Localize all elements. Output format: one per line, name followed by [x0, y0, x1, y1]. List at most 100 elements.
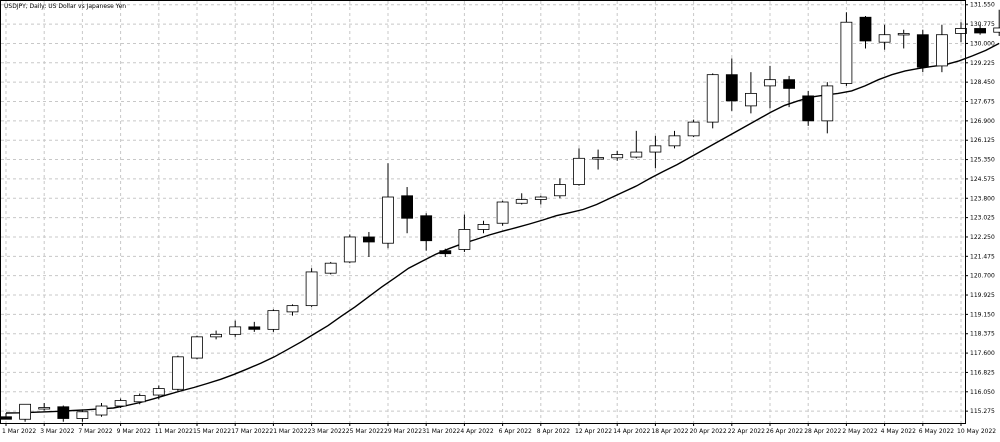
candle-body-bull [936, 35, 947, 66]
y-tick-label: 131.550 [970, 2, 995, 9]
candle-body-bull [841, 22, 852, 83]
candle-body-bull [478, 224, 489, 229]
candle-body-bull [192, 337, 203, 358]
candle-body-bull [268, 311, 279, 330]
x-tick-label: 6 Apr 2022 [499, 428, 532, 435]
candle-body-bull [574, 158, 585, 184]
y-tick-label: 115.275 [970, 408, 995, 415]
y-tick-label: 123.800 [970, 195, 995, 202]
candle-body-bear [860, 17, 871, 41]
candle-body-bull [211, 334, 222, 336]
candle-body-bull [535, 197, 546, 199]
candle-body-bear [1, 417, 12, 419]
y-tick-label: 126.125 [970, 137, 995, 144]
y-tick-label: 116.050 [970, 389, 995, 396]
candle-body-bull [134, 396, 145, 402]
y-tick-label: 130.775 [970, 21, 995, 28]
candle-body-bull [230, 327, 241, 334]
candle-body-bull [554, 185, 565, 196]
x-tick-label: 2 May 2022 [842, 428, 877, 435]
candle [192, 336, 203, 360]
candle-body-bull [344, 237, 355, 262]
candle-body-bear [726, 75, 737, 101]
candle-body-bull [172, 357, 183, 389]
y-tick-label: 124.575 [970, 176, 995, 183]
x-tick-label: 20 Apr 2022 [690, 428, 727, 435]
candle-body-bear [440, 251, 451, 254]
candle-body-bull [516, 200, 527, 204]
candle-body-bull [39, 408, 50, 410]
candle-body-bull [153, 389, 164, 395]
candle [344, 234, 355, 263]
y-tick-label: 119.925 [970, 292, 995, 299]
x-tick-label: 31 Mar 2022 [422, 428, 460, 435]
candle-body-bear [975, 28, 986, 32]
candle-body-bull [745, 93, 756, 105]
candle [803, 91, 814, 126]
x-tick-label: 6 May 2022 [919, 428, 954, 435]
candle-body-bull [287, 306, 298, 312]
candle-body-bear [917, 35, 928, 67]
chart-title: USDJPY, Daily: US Dollar vs Japanese Yen [4, 3, 126, 10]
y-tick-label: 119.150 [970, 311, 995, 318]
candle [20, 404, 31, 421]
x-tick-label: 18 Apr 2022 [651, 428, 688, 435]
candle-body-bear [784, 80, 795, 89]
candle [841, 12, 852, 86]
candle-body-bear [421, 216, 432, 241]
candle-body-bear [363, 237, 374, 242]
candle [688, 120, 699, 137]
candle [497, 201, 508, 226]
candle-body-bull [612, 155, 623, 158]
y-tick-label: 127.675 [970, 99, 995, 106]
candle-body-bull [497, 202, 508, 223]
candle-body-bull [650, 146, 661, 152]
x-tick-label: 28 Apr 2022 [804, 428, 841, 435]
candle-body-bear [249, 327, 260, 329]
candle-body-bull [707, 75, 718, 122]
candle-body-bull [898, 33, 909, 35]
candle-body-bull [383, 197, 394, 243]
y-tick-label: 126.900 [970, 118, 995, 125]
y-tick-label: 123.025 [970, 215, 995, 222]
candle-body-bull [688, 122, 699, 136]
x-tick-label: 29 Mar 2022 [384, 428, 422, 435]
y-tick-label: 120.700 [970, 273, 995, 280]
x-tick-label: 4 May 2022 [881, 428, 916, 435]
candle-body-bull [77, 412, 88, 419]
y-tick-label: 121.475 [970, 253, 995, 260]
candle [306, 268, 317, 307]
candle-body-bull [593, 158, 604, 160]
x-tick-label: 9 Mar 2022 [117, 428, 151, 435]
y-tick-label: 130.000 [970, 40, 995, 47]
x-tick-label: 4 Apr 2022 [460, 428, 493, 435]
candle-body-bear [402, 196, 413, 218]
x-tick-label: 8 Apr 2022 [537, 428, 570, 435]
candle-body-bear [58, 407, 69, 419]
candle [325, 262, 336, 274]
x-tick-label: 15 Mar 2022 [193, 428, 231, 435]
x-tick-label: 21 Mar 2022 [269, 428, 307, 435]
candle-body-bull [306, 272, 317, 306]
candle-body-bull [631, 152, 642, 157]
candle [917, 30, 928, 72]
x-tick-label: 17 Mar 2022 [231, 428, 269, 435]
y-tick-label: 118.375 [970, 331, 995, 338]
candle-body-bull [669, 136, 680, 146]
candle-body-bull [115, 401, 126, 406]
candle-body-bull [20, 404, 31, 419]
candle-body-bull [994, 28, 1000, 32]
x-tick-label: 23 Mar 2022 [308, 428, 346, 435]
candle-body-bull [956, 28, 967, 33]
x-tick-label: 10 May 2022 [957, 428, 996, 435]
candle-body-bull [879, 35, 890, 42]
x-tick-label: 25 Mar 2022 [346, 428, 384, 435]
candle [707, 73, 718, 128]
x-tick-label: 11 Mar 2022 [155, 428, 193, 435]
candle [268, 309, 279, 331]
candle-body-bear [803, 96, 814, 121]
candle-body-bull [459, 229, 470, 249]
x-tick-label: 3 Mar 2022 [40, 428, 74, 435]
